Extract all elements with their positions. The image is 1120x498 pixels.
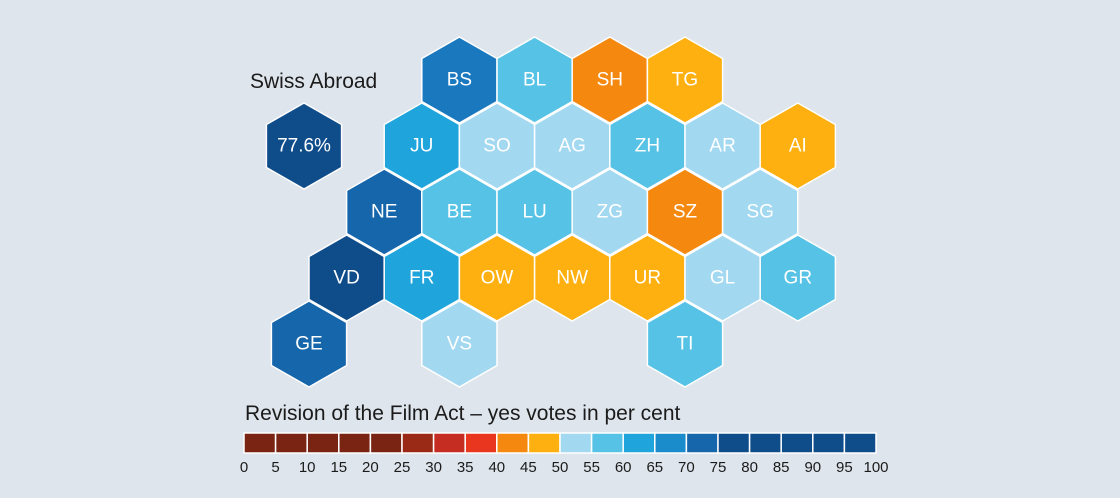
canton-hex-tg-label: TG (672, 70, 698, 91)
swiss-abroad-hex: 77.6% (265, 102, 343, 190)
canton-hex-ju-label: JU (410, 136, 433, 157)
canton-hex-gr: GR (759, 234, 837, 322)
legend-tick-label: 65 (646, 459, 663, 476)
canton-hex-vd-label: VD (333, 268, 359, 289)
legend-tick-label: 25 (394, 459, 411, 476)
legend-swatch (559, 432, 593, 454)
canton-hex-nw-label: NW (556, 268, 588, 289)
canton-hex-vs-label: VS (447, 334, 472, 355)
legend-swatch (274, 432, 308, 454)
canton-hex-zh-label: ZH (635, 136, 660, 157)
canton-hex-ai-label: AI (789, 136, 807, 157)
canton-hex-bl-label: BL (523, 70, 546, 91)
legend-swatch (464, 432, 498, 454)
legend-tick-label: 35 (457, 459, 474, 476)
canton-hex-ai: AI (759, 102, 837, 190)
canton-hex-gr-label: GR (784, 268, 813, 289)
legend-tick-label: 40 (488, 459, 505, 476)
swiss-abroad-hex-label: 77.6% (277, 136, 331, 157)
canton-hex-ow: OW (458, 234, 536, 322)
legend-swatch (401, 432, 435, 454)
canton-hex-sg-label: SG (746, 202, 773, 223)
canton-hex-sh-label: SH (597, 70, 623, 91)
canton-hex-tg-shape (646, 36, 724, 124)
canton-hex-ge: GE (270, 300, 348, 388)
canton-hex-ge-shape (270, 300, 348, 388)
legend-tick-label: 20 (362, 459, 379, 476)
legend-tick-label: 90 (804, 459, 821, 476)
legend-swatch (243, 432, 277, 454)
legend-tick-label: 95 (836, 459, 853, 476)
canton-hex-ur: UR (609, 234, 686, 322)
canton-hex-gl-label: GL (710, 268, 735, 289)
swiss-abroad-label: Swiss Abroad (250, 70, 377, 93)
legend-swatch (717, 432, 751, 454)
legend-swatch (685, 432, 719, 454)
canton-hex-vs-shape (421, 300, 498, 388)
canton-hex-ti-shape (646, 300, 724, 388)
canton-hex-sg: SG (721, 168, 799, 256)
legend-swatch (527, 432, 561, 454)
legend-tick-label: 50 (552, 459, 569, 476)
canton-hex-vs: VS (421, 300, 498, 388)
legend-tick-label: 45 (520, 459, 537, 476)
legend-swatch (306, 432, 340, 454)
legend-tick-label: 60 (615, 459, 632, 476)
canton-hex-layer: BS BL SH TG JU SO AG ZH AR AI NE BE LU ZG SZ SG VD FR OW NW… (270, 36, 837, 388)
legend-swatch (338, 432, 372, 454)
canton-hex-be-label: BE (447, 202, 472, 223)
legend-swatch (432, 432, 466, 454)
canton-hex-ur-label: UR (634, 268, 661, 289)
legend-swatch (622, 432, 656, 454)
legend-swatch (780, 432, 814, 454)
canton-hex-gr-shape (759, 234, 837, 322)
canton-hex-ne-label: NE (371, 202, 397, 223)
legend-tick-label: 5 (271, 459, 279, 476)
canton-hex-ag-label: AG (558, 136, 585, 157)
canton-hex-fr-label: FR (409, 268, 434, 289)
canton-hex-sg-shape (721, 168, 799, 256)
legend-swatch (654, 432, 688, 454)
legend-swatch (843, 432, 877, 454)
canton-hex-tg: TG (646, 36, 724, 124)
legend-tick-label: 75 (710, 459, 727, 476)
legend-tick-label: 100 (863, 459, 888, 476)
legend-title: Revision of the Film Act – yes votes in … (245, 402, 681, 425)
canton-hex-ow-label: OW (481, 268, 514, 289)
legend-swatch (812, 432, 846, 454)
canton-hex-lu-label: LU (522, 202, 546, 223)
canton-hex-ar-label: AR (709, 136, 735, 157)
canton-hex-sz: SZ (646, 168, 724, 256)
legend-tick-label: 70 (678, 459, 695, 476)
legend-swatch (748, 432, 782, 454)
legend-tick-label: 55 (583, 459, 600, 476)
legend-tick-label: 85 (773, 459, 790, 476)
legend-swatch (590, 432, 624, 454)
legend-tick-label: 0 (240, 459, 248, 476)
swiss-abroad-hex-shape (265, 102, 343, 190)
canton-hex-nw: NW (533, 234, 611, 322)
canton-hex-ti-label: TI (677, 334, 694, 355)
canton-hex-so-label: SO (483, 136, 510, 157)
legend-swatch (496, 432, 530, 454)
canton-hex-zg-label: ZG (597, 202, 623, 223)
legend-tick-label: 80 (741, 459, 758, 476)
canton-hex-sz-label: SZ (673, 202, 698, 223)
canton-hex-ai-shape (759, 102, 837, 190)
canton-hex-ge-label: GE (295, 334, 322, 355)
legend-tick-label: 15 (330, 459, 347, 476)
legend-swatch (369, 432, 403, 454)
canton-hex-ti: TI (646, 300, 724, 388)
swiss-abroad-group: 77.6% (265, 102, 343, 190)
legend-scale: 0 5 10 15 20 25 30 35 40 45 50 55 60 65 70 75 80 85 90 95 10… (240, 432, 889, 476)
legend-tick-label: 10 (299, 459, 316, 476)
legend-tick-label: 30 (425, 459, 442, 476)
canton-hex-bs-label: BS (447, 70, 472, 91)
